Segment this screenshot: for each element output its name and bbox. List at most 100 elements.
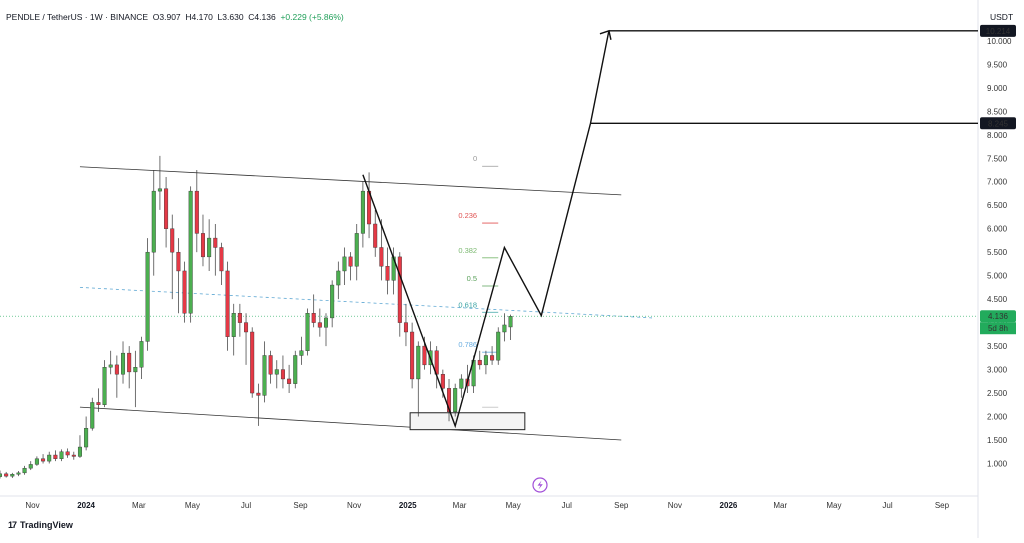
y-tick-label: 8.000: [987, 131, 1008, 140]
candle-body: [47, 454, 52, 462]
x-tick-label: 2024: [77, 501, 95, 510]
candle-body: [397, 256, 402, 323]
candle-body: [139, 341, 144, 368]
candle-body: [447, 388, 452, 413]
candle-body: [151, 190, 156, 253]
candle: [108, 350, 113, 375]
candle: [188, 186, 193, 323]
target-mid-tag-bg: [980, 117, 1016, 130]
candle: [219, 242, 224, 286]
x-tick-label: Mar: [132, 501, 146, 510]
candle: [0, 470, 2, 479]
bolt-icon[interactable]: [532, 477, 548, 493]
candle: [502, 313, 507, 342]
candle: [96, 388, 101, 412]
x-tick-label: Mar: [773, 501, 787, 510]
candle-body: [182, 270, 187, 314]
tradingview-logo[interactable]: 17 TradingView: [8, 520, 73, 530]
x-tick-label: Jul: [241, 501, 251, 510]
countdown-tag-text: 5d 8h: [988, 324, 1008, 333]
candle-body: [287, 378, 292, 384]
x-tick-label: Sep: [935, 501, 950, 510]
current-price-tag-text: 4.136: [988, 312, 1009, 321]
candle: [28, 461, 33, 471]
candle: [16, 470, 21, 477]
candle-body: [4, 473, 9, 477]
candle: [10, 472, 15, 479]
grid-layer: [0, 0, 979, 538]
y-tick-label: 3.000: [987, 366, 1008, 375]
candle-body: [237, 313, 242, 323]
candle: [207, 219, 212, 271]
candle: [77, 435, 82, 458]
candle-body: [324, 317, 329, 328]
y-tick-label: 4.500: [987, 295, 1008, 304]
candle-body: [244, 322, 249, 333]
y-tick-label: 6.500: [987, 201, 1008, 210]
candle-body: [213, 237, 218, 248]
candle: [317, 308, 322, 337]
candle: [127, 346, 132, 389]
candle: [200, 214, 205, 267]
symbol-info-bar: PENDLE / TetherUS · 1W · BINANCE O3.907 …: [6, 12, 344, 22]
candle-body: [0, 473, 2, 477]
candle-body: [127, 352, 132, 373]
candle: [416, 341, 421, 417]
candle: [53, 450, 58, 462]
candle: [231, 303, 236, 356]
candle-body: [311, 313, 316, 323]
symbol-title[interactable]: PENDLE / TetherUS · 1W · BINANCE: [6, 12, 149, 22]
y-axis: 1.0001.5002.0002.5003.0003.5004.0004.500…: [987, 37, 1012, 469]
candle: [47, 451, 52, 464]
candle-body: [330, 284, 335, 319]
currency-label[interactable]: USDT: [990, 12, 1014, 22]
candle-body: [10, 474, 15, 477]
candle-body: [77, 446, 82, 457]
channel-upper-line: [79, 166, 622, 196]
candle: [311, 294, 316, 328]
candle-body: [360, 190, 365, 234]
candle: [139, 336, 144, 379]
x-tick-label: 2026: [720, 501, 738, 510]
candlestick-series: [0, 155, 513, 479]
candle: [225, 261, 230, 351]
candle-body: [164, 188, 169, 229]
candle: [447, 378, 452, 422]
candle: [508, 314, 513, 340]
y-tick-label: 9.000: [987, 84, 1008, 93]
candle-body: [256, 392, 261, 396]
candle-body: [16, 472, 21, 475]
target-high-tag: 10.214: [980, 24, 1016, 37]
candle: [336, 261, 341, 300]
candle: [379, 219, 384, 281]
fib-level-label: 0.382: [458, 246, 477, 255]
candle: [434, 346, 439, 389]
countdown-tag-bg: [980, 322, 1016, 335]
x-tick-label: May: [826, 501, 841, 510]
candle: [360, 181, 365, 248]
fib-level-label: 0: [473, 154, 477, 163]
candle-body: [268, 355, 273, 375]
support-zone-box: [409, 412, 526, 431]
candle-body: [508, 316, 513, 328]
candle-body: [422, 345, 427, 366]
candle: [164, 177, 169, 248]
channel-lower-line: [79, 406, 622, 441]
candle-body: [274, 369, 279, 375]
candle-body: [459, 378, 464, 389]
candle: [34, 456, 39, 466]
candle-body: [145, 251, 150, 342]
candle: [250, 327, 255, 398]
candle: [256, 383, 261, 426]
candle: [65, 448, 70, 458]
candle-body: [403, 322, 408, 333]
candle: [385, 247, 390, 295]
candle: [84, 416, 89, 451]
candle-body: [385, 266, 390, 281]
candle-body: [84, 428, 89, 448]
x-tick-label: Sep: [293, 501, 308, 510]
candle: [262, 341, 267, 403]
x-tick-label: May: [185, 501, 200, 510]
current-price-tag: 4.136: [980, 310, 1016, 323]
